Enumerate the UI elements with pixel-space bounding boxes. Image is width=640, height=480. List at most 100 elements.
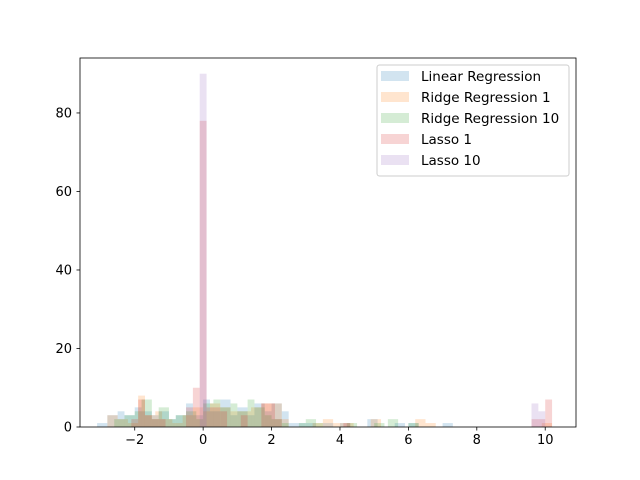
bar-series-3-bin-12 (261, 403, 269, 427)
bar-series-2-bin-9 (196, 419, 204, 427)
bar-series-2-bin-1 (124, 415, 135, 427)
bar-series-2-bin-13 (230, 403, 238, 427)
bar-series-3-bin-7 (199, 120, 207, 427)
bar-series-2-bin-7 (175, 415, 187, 427)
bar-series-0-bin-16 (237, 407, 248, 427)
bar-series-1-bin-10 (203, 411, 210, 427)
bar-series-1-bin-25 (425, 423, 436, 427)
bar-series-3-bin-6 (192, 387, 200, 427)
bar-series-1-bin-24 (415, 419, 426, 427)
bar-series-2-bin-12 (220, 407, 231, 427)
legend-swatch (381, 155, 409, 165)
bar-series-3-bin-5 (186, 407, 193, 427)
bar-series-3-bin-3 (151, 419, 159, 427)
bar-series-2-bin-11 (213, 399, 221, 427)
legend-label: Ridge Regression 1 (421, 90, 551, 106)
bar-series-2-bin-19 (281, 423, 289, 427)
y-tick-label: 60 (55, 185, 72, 200)
bar-series-0-bin-6 (151, 415, 159, 427)
y-tick-label: 40 (55, 263, 72, 278)
bar-series-1-bin-19 (312, 423, 323, 427)
bar-series-2-bin-17 (264, 415, 272, 427)
legend-swatch (381, 71, 409, 81)
bar-series-0-bin-20 (271, 403, 282, 427)
bar-series-1-bin-22 (343, 423, 354, 427)
bar-series-0-bin-1 (107, 415, 118, 427)
bar-series-2-bin-4 (151, 419, 159, 427)
bar-series-3-bin-18 (545, 399, 553, 427)
legend-box (376, 64, 570, 177)
bar-series-1-bin-14 (240, 411, 252, 427)
bar-series-1-bin-20 (322, 419, 334, 427)
x-tick-label: −2 (125, 433, 144, 448)
bar-series-0-bin-23 (298, 423, 306, 427)
bar-series-3-bin-16 (531, 419, 539, 427)
bar-series-3-bin-2 (144, 415, 152, 427)
legend-label: Lasso 1 (421, 132, 472, 148)
bar-series-1-bin-15 (251, 407, 262, 427)
bar-series-0-bin-2 (117, 411, 125, 427)
bar-series-2-bin-2 (134, 411, 142, 427)
bar-series-0-bin-9 (175, 415, 187, 427)
bar-series-0-bin-5 (141, 411, 152, 427)
bar-series-1-bin-26 (541, 423, 553, 427)
bar-series-0-bin-12 (203, 399, 210, 427)
y-tick-label: 0 (64, 421, 72, 436)
bar-series-3-bin-9 (213, 407, 221, 427)
legend-swatch (381, 113, 409, 123)
bar-series-0-bin-8 (168, 419, 176, 427)
bar-series-2-bin-6 (168, 419, 176, 427)
x-tick-label: 4 (336, 433, 344, 448)
legend-label: Lasso 10 (421, 153, 481, 169)
bar-series-2-bin-25 (387, 419, 399, 427)
bar-series-3-bin-4 (158, 419, 166, 427)
bar-series-1-bin-13 (230, 411, 241, 427)
bar-series-2-bin-8 (186, 411, 197, 427)
bar-series-2-bin-26 (408, 423, 419, 427)
histogram-bars (97, 73, 553, 427)
x-tick-label: 2 (267, 433, 275, 448)
bar-series-1-bin-21 (333, 423, 344, 427)
bar-series-2-bin-16 (254, 407, 265, 427)
y-axis-ticks: 0 20 40 60 80 (55, 106, 80, 436)
bar-series-4-bin-2 (538, 411, 546, 427)
bar-series-2-bin-22 (316, 423, 323, 427)
bar-series-1-bin-12 (220, 407, 231, 427)
bar-series-2-bin-21 (305, 419, 317, 427)
bar-series-2-bin-10 (203, 403, 214, 427)
bar-series-0-bin-4 (134, 407, 142, 427)
bar-series-0-bin-25 (322, 423, 334, 427)
bar-series-0-bin-30 (442, 423, 453, 427)
bar-series-0-bin-24 (305, 423, 317, 427)
bar-series-3-bin-17 (538, 419, 546, 427)
bar-series-0-bin-3 (124, 415, 135, 427)
x-tick-label: 8 (473, 433, 481, 448)
legend-label: Linear Regression (421, 69, 541, 85)
bar-series-2-bin-5 (158, 407, 169, 427)
bar-series-2-bin-15 (247, 399, 255, 427)
bar-series-1-bin-8 (182, 415, 193, 427)
bar-series-1-bin-18 (281, 419, 289, 427)
y-tick-label: 80 (55, 106, 72, 121)
bar-series-3-bin-0 (131, 419, 139, 427)
bar-series-1-bin-11 (209, 403, 221, 427)
y-tick-label: 20 (55, 342, 72, 357)
bar-series-3-bin-8 (206, 407, 214, 427)
x-axis-ticks: −2 0 2 4 6 8 10 (125, 427, 553, 448)
bar-series-1-bin-0 (107, 415, 118, 427)
bar-series-0-bin-19 (264, 411, 272, 427)
bar-series-0-bin-22 (288, 423, 299, 427)
bar-series-2-bin-0 (114, 419, 125, 427)
bar-series-3-bin-1 (138, 399, 145, 427)
axes-frame (79, 57, 577, 428)
bar-series-1-bin-4 (144, 415, 156, 427)
bar-series-0-bin-27 (367, 419, 378, 427)
bar-series-0-bin-29 (408, 423, 419, 427)
legend: Linear Regression Ridge Regression 1 Ridge… (376, 64, 570, 177)
bar-series-0-bin-0 (97, 423, 108, 427)
bar-series-0-bin-7 (158, 411, 169, 427)
bar-series-2-bin-20 (298, 423, 306, 427)
legend-swatch (381, 134, 409, 144)
plot-border (79, 57, 577, 428)
